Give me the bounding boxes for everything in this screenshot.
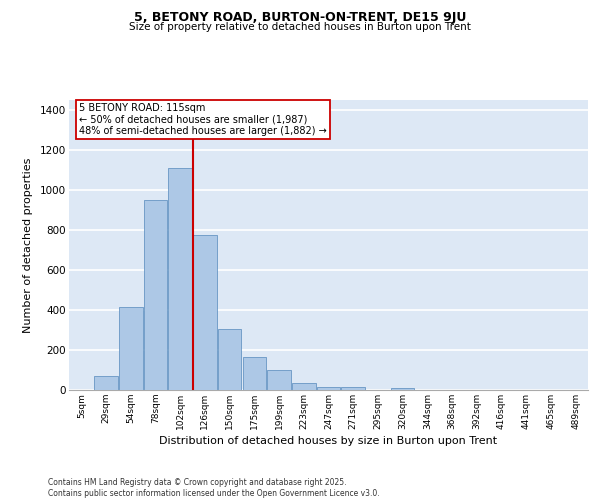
Bar xyxy=(119,307,143,390)
Y-axis label: Number of detached properties: Number of detached properties xyxy=(23,158,33,332)
Text: 5 BETONY ROAD: 115sqm
← 50% of detached houses are smaller (1,987)
48% of semi-d: 5 BETONY ROAD: 115sqm ← 50% of detached … xyxy=(79,103,327,136)
X-axis label: Distribution of detached houses by size in Burton upon Trent: Distribution of detached houses by size … xyxy=(160,436,497,446)
Text: 5, BETONY ROAD, BURTON-ON-TRENT, DE15 9JU: 5, BETONY ROAD, BURTON-ON-TRENT, DE15 9J… xyxy=(134,11,466,24)
Bar xyxy=(218,329,241,390)
Bar xyxy=(242,357,266,390)
Bar xyxy=(169,168,192,390)
Bar xyxy=(94,376,118,390)
Bar xyxy=(268,370,291,390)
Bar xyxy=(341,387,365,390)
Bar xyxy=(144,200,167,390)
Text: Size of property relative to detached houses in Burton upon Trent: Size of property relative to detached ho… xyxy=(129,22,471,32)
Bar xyxy=(317,387,340,390)
Bar xyxy=(292,383,316,390)
Text: Contains HM Land Registry data © Crown copyright and database right 2025.
Contai: Contains HM Land Registry data © Crown c… xyxy=(48,478,380,498)
Bar xyxy=(391,388,415,390)
Bar xyxy=(193,235,217,390)
